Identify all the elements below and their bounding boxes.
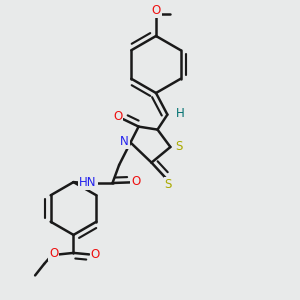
Text: O: O xyxy=(113,110,122,123)
Text: O: O xyxy=(49,247,58,260)
Text: N: N xyxy=(120,135,129,148)
Text: HN: HN xyxy=(79,176,97,189)
Text: O: O xyxy=(131,175,140,188)
Text: O: O xyxy=(91,248,100,261)
Text: H: H xyxy=(176,107,184,120)
Text: S: S xyxy=(175,140,182,153)
Text: S: S xyxy=(165,178,172,191)
Text: O: O xyxy=(152,4,160,17)
